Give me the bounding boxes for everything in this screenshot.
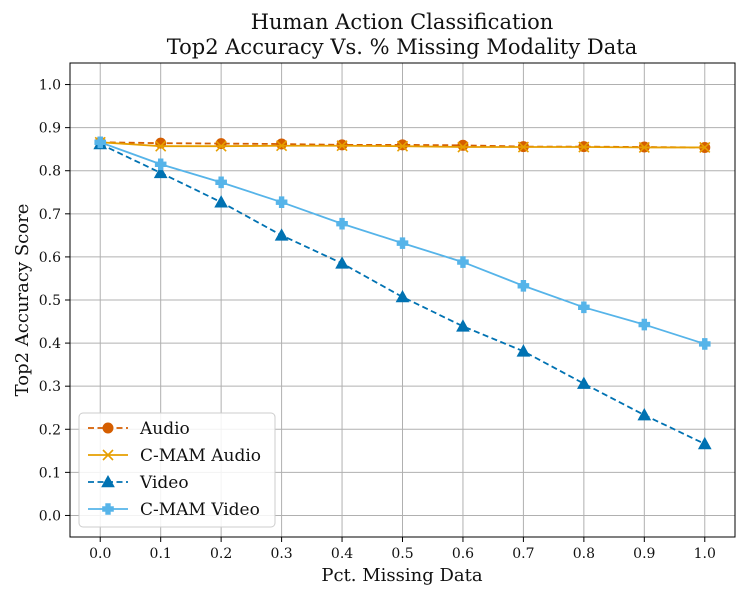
data-point-video: [395, 289, 410, 303]
data-point-c-mam-audio: [457, 141, 469, 153]
chart-subtitle: Top2 Accuracy Vs. % Missing Modality Dat…: [167, 35, 637, 59]
legend-marker-audio: [102, 422, 114, 434]
legend-label-c-mam-audio: C-MAM Audio: [140, 446, 261, 466]
data-point-c-mam-video: [94, 136, 107, 149]
legend-marker-c-mam-audio: [102, 449, 114, 461]
x-tick-label: 0.8: [573, 546, 595, 562]
data-point-c-mam-video: [578, 301, 590, 314]
data-point-video: [637, 408, 652, 421]
y-tick-label: 0.5: [39, 293, 61, 309]
x-tick-label: 1.0: [694, 546, 716, 562]
x-axis-label: Pct. Missing Data: [321, 565, 483, 586]
legend-box: [78, 412, 276, 528]
legend-marker-c-mam-video: [102, 503, 114, 515]
data-point-c-mam-video: [275, 196, 288, 208]
data-point-c-mam-audio: [578, 141, 590, 153]
legend-label-audio: Audio: [139, 419, 190, 439]
legend: Audio C-MAM Audio Video C-MAM Video: [78, 412, 276, 528]
data-point-video: [516, 344, 531, 357]
data-point-c-mam-video: [638, 318, 651, 331]
x-tick-label: 0.1: [150, 546, 172, 562]
legend-marker-video: [101, 474, 115, 488]
data-series: [93, 136, 712, 450]
y-tick-label: 0.9: [39, 121, 61, 137]
data-point-c-mam-video: [457, 256, 469, 268]
x-tick-label: 0.5: [391, 546, 413, 562]
data-point-video: [214, 195, 228, 208]
y-tick-label: 0.8: [39, 164, 61, 180]
data-point-video: [274, 228, 289, 241]
data-point-c-mam-audio: [638, 141, 650, 154]
axis-ticks: 0.0 0.1 0.2 0.3 0.4 0.5 0.6 0.7 0.8 0.9 1.0 0.0 0.1 0…: [39, 78, 716, 562]
y-tick-label: 0.4: [39, 336, 61, 352]
data-point-c-mam-audio: [699, 141, 711, 154]
data-point-video: [153, 165, 168, 179]
y-tick-label: 0.0: [39, 508, 61, 524]
y-axis-label: Top2 Accuracy Score: [12, 204, 33, 397]
data-point-c-mam-video: [336, 217, 348, 230]
data-point-c-mam-video: [517, 279, 530, 292]
y-tick-label: 0.3: [39, 379, 61, 395]
data-point-c-mam-audio: [276, 140, 288, 152]
data-point-audio: [457, 139, 469, 151]
chart-title: Human Action Classification: [251, 10, 554, 34]
data-point-video: [456, 319, 470, 332]
data-point-video: [577, 376, 591, 389]
data-point-c-mam-audio: [396, 140, 409, 152]
data-point-c-mam-audio: [155, 140, 167, 152]
x-tick-label: 0.3: [270, 546, 292, 562]
data-point-c-mam-video: [215, 176, 227, 189]
data-point-c-mam-audio: [517, 141, 529, 153]
legend-label-video: Video: [139, 473, 189, 493]
y-tick-label: 0.2: [39, 422, 61, 438]
x-tick-label: 0.6: [452, 546, 474, 562]
data-point-c-mam-video: [698, 338, 711, 350]
y-tick-label: 0.6: [39, 250, 61, 266]
data-point-c-mam-audio: [336, 140, 348, 152]
x-tick-label: 0.9: [633, 546, 655, 562]
data-point-audio: [276, 138, 288, 150]
series-c-mam-audio: [94, 136, 711, 154]
y-tick-label: 0.1: [39, 465, 61, 481]
series-c-mam-video: [94, 136, 711, 350]
data-point-video: [335, 256, 349, 269]
data-point-c-mam-audio: [215, 140, 227, 152]
data-point-c-mam-video: [396, 237, 409, 249]
legend-label-c-mam-video: C-MAM Video: [140, 500, 260, 520]
x-tick-label: 0.4: [331, 546, 353, 562]
data-point-video: [697, 436, 712, 450]
data-point-audio: [397, 139, 408, 151]
y-tick-label: 0.7: [39, 207, 61, 223]
series-audio: [94, 136, 711, 153]
plot-area-frame: [69, 62, 736, 538]
y-tick-label: 1.0: [39, 78, 61, 94]
series-line-video: [99, 143, 706, 445]
x-tick-label: 0.2: [210, 546, 232, 562]
data-point-c-mam-video: [154, 158, 167, 171]
x-tick-label: 0.0: [89, 546, 111, 562]
x-tick-label: 0.7: [512, 546, 534, 562]
